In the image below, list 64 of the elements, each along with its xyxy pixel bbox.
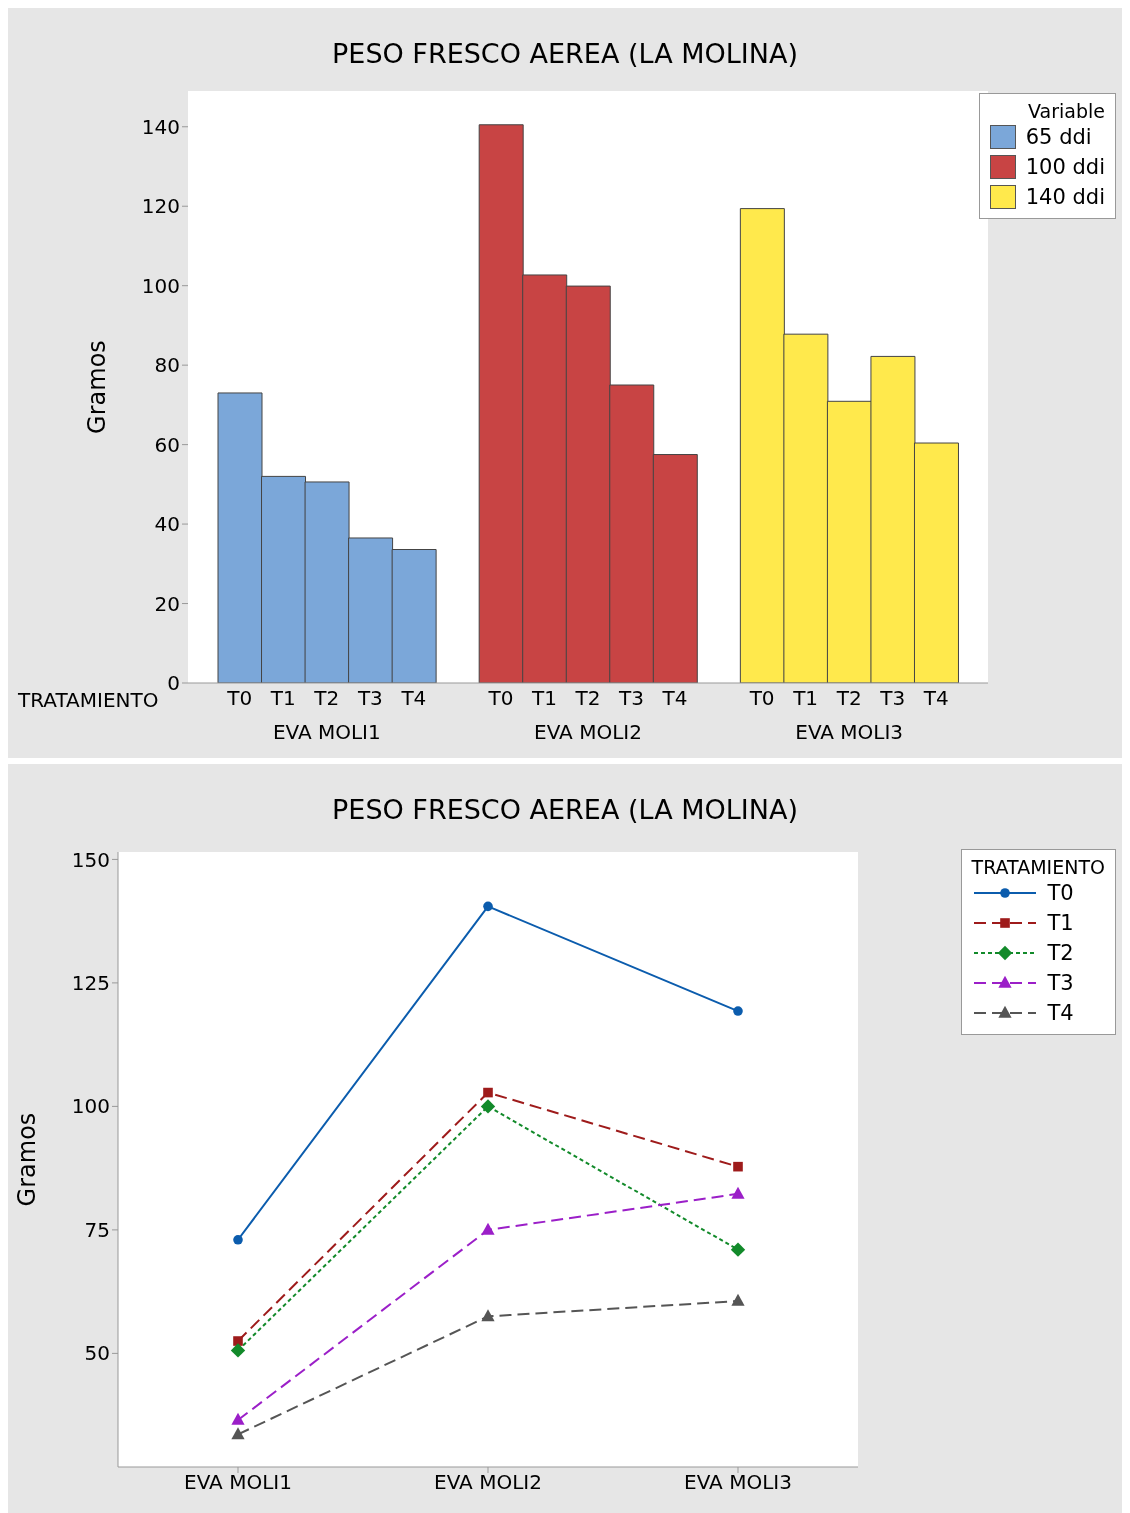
legend-title: Variable bbox=[1027, 100, 1105, 122]
point bbox=[231, 1412, 245, 1425]
legend-label: 65 ddi bbox=[1025, 125, 1092, 149]
legend-label: 100 ddi bbox=[1025, 155, 1105, 179]
y-tick-label: 125 bbox=[71, 971, 110, 995]
y-tick-label: 40 bbox=[154, 512, 180, 537]
x-tick-label: EVA MOLI1 bbox=[184, 1470, 292, 1495]
legend-label: T3 bbox=[1047, 971, 1074, 995]
y-tick-label: 20 bbox=[154, 591, 180, 616]
x-axis-title: TRATAMIENTO bbox=[18, 688, 159, 712]
legend-title: TRATAMIENTO bbox=[971, 856, 1105, 878]
x-tick-label: T4 bbox=[400, 686, 427, 711]
x-tick-label: T4 bbox=[922, 686, 949, 711]
text: EVA MOLI2 bbox=[534, 720, 642, 745]
point bbox=[481, 1222, 495, 1235]
x-tick-label: T3 bbox=[356, 686, 383, 711]
y-axis-title: Gramos bbox=[12, 1112, 41, 1207]
y-tick-label: 100 bbox=[141, 273, 180, 298]
point bbox=[481, 1309, 495, 1322]
y-tick-label: 100 bbox=[71, 1094, 110, 1119]
point bbox=[230, 1343, 246, 1358]
point bbox=[483, 1087, 493, 1098]
point bbox=[233, 1234, 243, 1245]
legend-label: T2 bbox=[1047, 941, 1074, 965]
y-axis-title: Gramos bbox=[82, 340, 111, 434]
point bbox=[233, 1336, 243, 1346]
text: EVA MOLI1 bbox=[272, 720, 381, 745]
point bbox=[480, 1099, 496, 1114]
legend-label: 140 ddi bbox=[1025, 185, 1105, 209]
y-tick-label: 120 bbox=[141, 194, 180, 219]
point bbox=[731, 1293, 745, 1306]
x-tick-label: T3 bbox=[879, 686, 906, 711]
chart-title: PESO FRESCO AEREA (LA MOLINA) bbox=[331, 37, 799, 71]
chart-title: PESO FRESCO AEREA (LA MOLINA) bbox=[331, 793, 799, 827]
x-tick-label: T3 bbox=[618, 686, 645, 711]
y-tick-label: 150 bbox=[71, 847, 110, 872]
x-tick-label: T0 bbox=[226, 686, 253, 711]
x-tick-label: T2 bbox=[574, 686, 601, 711]
x-tick-label: EVA MOLI2 bbox=[434, 1470, 542, 1495]
x-tick-label: EVA MOLI3 bbox=[684, 1470, 792, 1495]
x-tick-label: T2 bbox=[835, 686, 862, 711]
y-tick-label: 60 bbox=[154, 432, 180, 457]
x-tick-label: T0 bbox=[748, 686, 775, 711]
x-tick-label: T4 bbox=[661, 686, 688, 711]
legend-label: T1 bbox=[1047, 911, 1074, 935]
y-tick-label: 140 bbox=[141, 114, 180, 139]
point bbox=[731, 1186, 745, 1199]
y-tick-label: 50 bbox=[84, 1341, 110, 1366]
x-tick-label: T1 bbox=[269, 686, 296, 711]
y-tick-label: 0 bbox=[167, 671, 180, 696]
point bbox=[730, 1242, 746, 1257]
y-tick-label: 80 bbox=[154, 353, 180, 378]
legend-label: T4 bbox=[1047, 1001, 1074, 1025]
x-tick-label: T2 bbox=[313, 686, 340, 711]
y-tick-label: 75 bbox=[84, 1217, 110, 1242]
text: EVA MOLI3 bbox=[795, 720, 904, 745]
x-tick-label: T1 bbox=[530, 686, 557, 711]
point bbox=[231, 1427, 245, 1440]
point bbox=[733, 1006, 743, 1016]
legend-label: T0 bbox=[1047, 881, 1074, 905]
point bbox=[733, 1161, 743, 1172]
x-tick-label: T0 bbox=[487, 686, 514, 711]
point bbox=[483, 901, 493, 912]
x-tick-label: T1 bbox=[792, 686, 819, 711]
